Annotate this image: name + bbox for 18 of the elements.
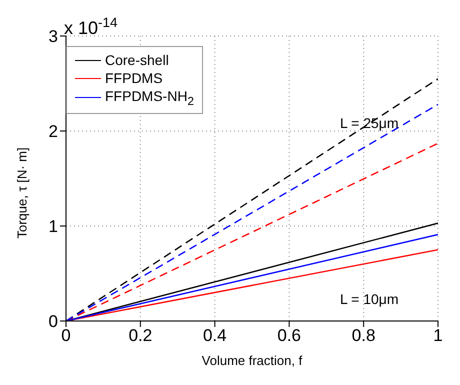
x-tick-label: 0.6: [277, 326, 302, 346]
annotation: L = 25μm: [340, 115, 399, 131]
y-axis-title: Torque, τ [N· m]: [14, 147, 30, 238]
annotation: L = 10μm: [340, 291, 399, 307]
legend-label: FFPDMS: [105, 70, 163, 86]
legend-label: FFPDMS-NH$_{2}$: [105, 88, 194, 108]
annotation: x 10$^{-14}$: [64, 14, 118, 38]
x-tick-label: 0.4: [202, 326, 227, 346]
x-axis-title: Volume fraction, f: [202, 353, 303, 368]
y-tick-label: 3: [48, 27, 58, 46]
x-tick-label: 0.8: [352, 326, 376, 346]
legend-label: Core-shell: [105, 52, 169, 68]
x-tick-label: 1: [433, 326, 443, 346]
y-tick-label: 1: [48, 217, 58, 236]
y-tick-label: 0: [48, 312, 58, 332]
y-tick-label: 2: [48, 122, 58, 142]
x-tick-label: 0.2: [128, 326, 152, 346]
x-tick-label: 0: [61, 326, 71, 346]
